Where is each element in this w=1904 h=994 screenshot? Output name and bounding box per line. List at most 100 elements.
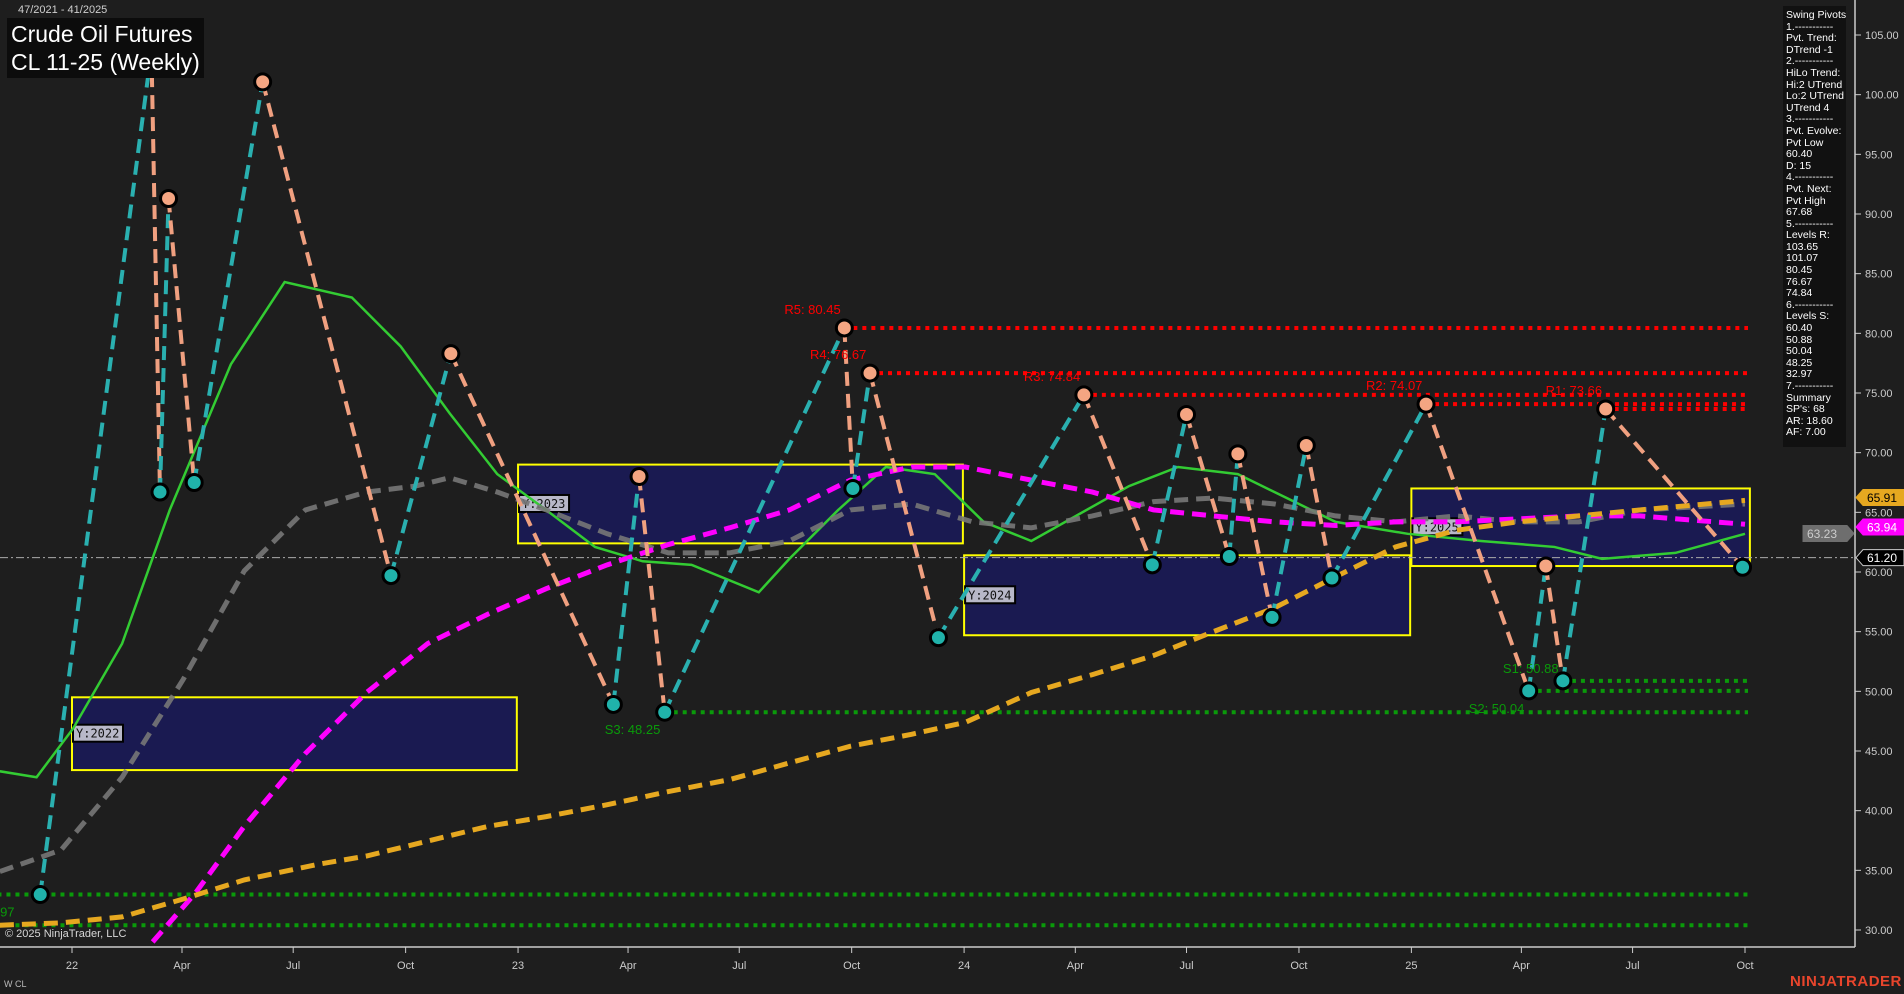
- panel-line: 7.-----------: [1786, 380, 1834, 392]
- time-tick-label: Jul: [732, 960, 746, 972]
- swing-leg-up: [1330, 403, 1428, 579]
- pivot-low-marker: [1262, 607, 1282, 627]
- swing-leg-down: [166, 198, 197, 483]
- price-tick-label: 45.00: [1865, 746, 1893, 758]
- time-tick-label: Oct: [1290, 960, 1307, 972]
- swing-leg-down: [1543, 565, 1565, 682]
- axes[interactable]: 30.00 35.00 40.00 45.00 50.00 55.00 60.00 65.00…: [0, 0, 1904, 972]
- level-label: S3: 48.25: [605, 722, 661, 737]
- date-range: 47/2021 - 41/2025: [18, 4, 108, 16]
- price-tick-label: 50.00: [1865, 686, 1893, 698]
- panel-line: 50.04: [1786, 345, 1813, 358]
- panel-line: Levels R:: [1786, 229, 1830, 242]
- panel-line: 4.-----------: [1786, 171, 1834, 184]
- swing-leg-up: [38, 50, 154, 895]
- level-label: R2: 74.07: [1366, 378, 1422, 393]
- pivot-high-marker: [1177, 404, 1197, 424]
- copyright: © 2025 NinjaTrader, LLC: [5, 928, 127, 940]
- ninjatrader-logo: NINJATRADER: [1790, 973, 1902, 990]
- level-label: R1: 73.66: [1546, 383, 1602, 398]
- price-tick-label: 85.00: [1865, 269, 1893, 281]
- swing-leg-down: [1235, 453, 1275, 618]
- panel-line: 103.65: [1786, 240, 1819, 253]
- level-label: R4: 76.67: [810, 347, 866, 362]
- swing-leg-down: [1424, 403, 1531, 692]
- time-tick-label: Apr: [1513, 960, 1530, 972]
- swing-leg-down: [1304, 445, 1334, 579]
- panel-line: 101.07: [1786, 252, 1819, 265]
- time-tick-label: Oct: [843, 960, 860, 972]
- price-tick-label: 90.00: [1865, 209, 1893, 221]
- time-tick-label: Jul: [1179, 960, 1193, 972]
- pivot-high-marker: [1416, 394, 1436, 414]
- pivot-low-marker: [843, 478, 863, 498]
- year-box: [963, 554, 1412, 637]
- pivot-levels: [0, 325, 1855, 928]
- swing-leg-down: [637, 476, 667, 713]
- price-tick-label: 65.00: [1865, 507, 1893, 519]
- panel-line: 2.-----------: [1786, 55, 1834, 68]
- swing-leg-up: [1150, 414, 1189, 566]
- swing-leg-up: [1227, 453, 1240, 557]
- panel-line: D: 15: [1786, 159, 1812, 172]
- price-tick-label: 95.00: [1865, 149, 1893, 161]
- price-tag: [1855, 488, 1904, 506]
- pivot-low-marker: [381, 566, 401, 586]
- swing-pivots-panel: Swing Pivots 1.----------- Pvt. Trend: DTre…: [1783, 6, 1846, 447]
- pivot-low-marker: [150, 482, 170, 502]
- price-tag-label: 65.91: [1867, 491, 1897, 505]
- panel-line: Pvt. Evolve:: [1786, 124, 1842, 137]
- pivot-low-marker: [1519, 681, 1539, 701]
- pivot-high-marker: [834, 318, 854, 338]
- time-tick-label: Oct: [1736, 960, 1753, 972]
- swing-leg-up: [662, 327, 847, 714]
- panel-line: 48.25: [1786, 356, 1813, 369]
- panel-line: Swing Pivots: [1786, 9, 1847, 21]
- level-labels: R5: 80.45 R4: 76.67 R3: 74.84 R2: 74.07 R1: …: [0, 302, 1602, 920]
- moving-averages: [0, 280, 1746, 944]
- panel-line: 5.-----------: [1786, 217, 1834, 230]
- price-tick-label: 75.00: [1865, 388, 1893, 400]
- swing-leg-down: [1082, 394, 1155, 566]
- time-tick-label: Jul: [1626, 960, 1640, 972]
- swing-leg-up: [936, 393, 1086, 639]
- time-tick-label: 23: [512, 960, 524, 972]
- level-label: 32.97: [0, 905, 15, 920]
- level-label: R5: 80.45: [784, 302, 840, 317]
- pivot-high-marker: [1296, 436, 1316, 456]
- chart-title: Crude Oil Futures CL 11-25 (Weekly): [7, 18, 204, 78]
- pivot-low-marker: [184, 473, 204, 492]
- panel-line: Pvt Low: [1786, 136, 1824, 149]
- moving-average-line: [0, 475, 1746, 874]
- panel-line: 6.-----------: [1786, 298, 1834, 311]
- year-box: [517, 463, 964, 545]
- price-tag-label: 61.20: [1867, 551, 1897, 565]
- price-tag-label: 63.23: [1807, 527, 1837, 541]
- panel-line: Pvt. Trend:: [1786, 32, 1837, 45]
- panel-line: Lo:2 UTrend: [1786, 90, 1844, 103]
- price-tick-label: 40.00: [1865, 806, 1893, 818]
- panel-line: 3.-----------: [1786, 113, 1834, 126]
- time-tick-label: Apr: [173, 960, 190, 972]
- swing-leg-down: [842, 327, 855, 489]
- price-tick-label: 105.00: [1865, 30, 1899, 42]
- panel-line: 76.67: [1786, 275, 1813, 288]
- panel-line: 1.-----------: [1786, 20, 1834, 33]
- panel-line: Hi:2 UTrend: [1786, 78, 1843, 91]
- moving-average-line: [150, 464, 1746, 944]
- swing-leg-up: [157, 198, 171, 493]
- price-tick-label: 60.00: [1865, 567, 1893, 579]
- price-tick-label: 35.00: [1865, 865, 1893, 877]
- swing-leg-down: [1604, 407, 1745, 569]
- pivot-low-marker: [603, 694, 623, 714]
- swing-leg-down: [868, 372, 941, 639]
- year-box: [71, 696, 518, 772]
- pivot-low-marker: [1219, 546, 1239, 566]
- level-label: R3: 74.84: [1024, 369, 1080, 384]
- pivot-low-marker: [30, 885, 50, 905]
- swing-leg-up: [850, 372, 872, 489]
- time-tick-label: 22: [66, 960, 78, 972]
- swing-legs: [38, 50, 1745, 895]
